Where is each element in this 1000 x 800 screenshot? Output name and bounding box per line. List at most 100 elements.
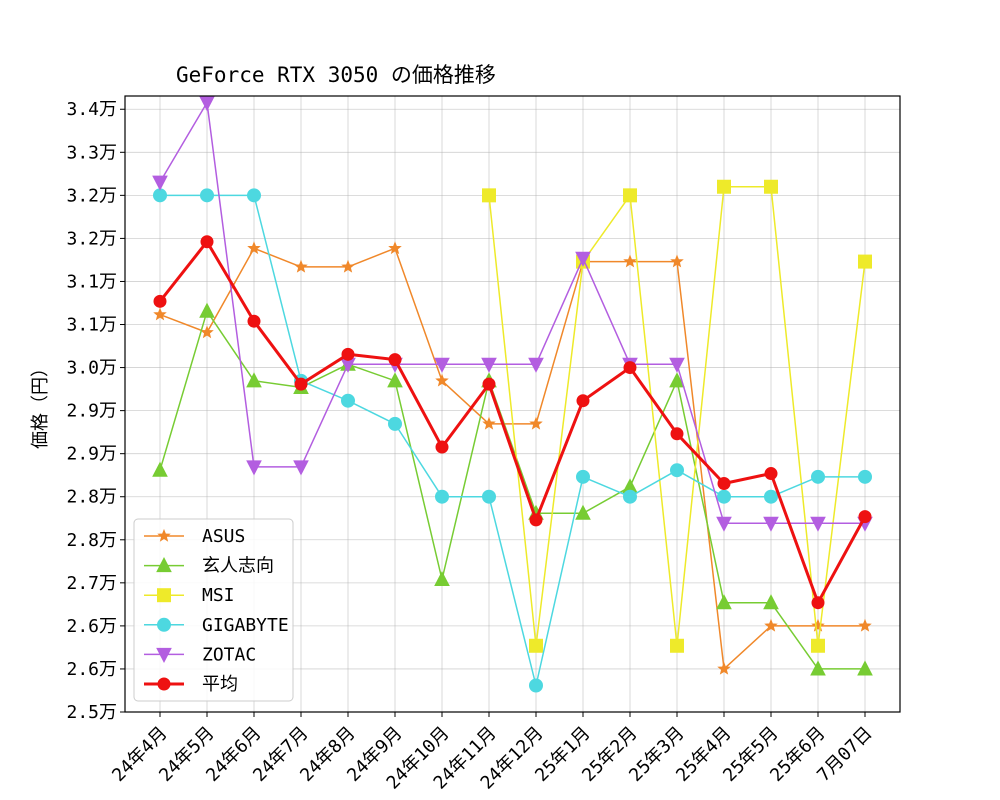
data-point (153, 188, 167, 203)
data-point (153, 307, 167, 321)
y-tick-label: 2.8万 (66, 487, 117, 508)
data-point (341, 393, 355, 408)
data-point (763, 516, 779, 532)
data-point (388, 241, 402, 255)
data-point (434, 570, 450, 587)
y-tick-label: 2.5万 (66, 702, 117, 723)
data-point (529, 416, 543, 430)
legend-box (133, 518, 294, 702)
data-point (858, 254, 872, 269)
y-axis: 2.5万 2.6万 2.6万 2.7万 2.8万 2.8万 2.9万 2.9万 3.0万 3.1万… (66, 99, 125, 723)
data-point (764, 489, 778, 504)
data-point (716, 516, 732, 532)
data-point (764, 618, 778, 632)
legend-entry: ASUS (144, 526, 245, 547)
y-tick-label: 3.1万 (66, 271, 117, 292)
data-point (858, 469, 872, 484)
series-3 (153, 188, 872, 693)
series-5 (153, 235, 872, 610)
data-point (200, 325, 214, 339)
data-point (811, 618, 825, 632)
data-point (293, 460, 309, 476)
legend-marker (156, 557, 172, 573)
legend-marker (157, 677, 171, 691)
data-point (247, 241, 261, 255)
series-2 (482, 179, 872, 653)
data-point (529, 513, 543, 527)
y-tick-label: 3.4万 (66, 99, 117, 120)
data-point (247, 314, 261, 328)
series-layer (152, 96, 873, 693)
data-point (623, 188, 637, 203)
y-tick-label: 3.3万 (66, 142, 117, 163)
series-line (159, 101, 865, 524)
data-point (858, 618, 872, 632)
data-point (669, 372, 685, 388)
chart-title: GeForce RTX 3050 の価格推移 (176, 63, 496, 87)
data-point (200, 235, 214, 249)
y-tick-label: 3.2万 (66, 185, 117, 206)
data-point (576, 469, 590, 484)
data-point (810, 660, 826, 676)
y-tick-label: 3.0万 (66, 358, 117, 379)
series-line (160, 194, 865, 687)
data-point (481, 357, 497, 373)
y-tick-label: 2.9万 (66, 401, 117, 422)
data-point (764, 467, 778, 481)
data-point (482, 377, 496, 391)
y-axis-label: 価格（円） (30, 359, 51, 449)
legend-label: ZOTAC (202, 644, 256, 665)
data-point (763, 594, 779, 610)
data-point (435, 440, 449, 454)
plot-frame (124, 95, 901, 713)
series-line (159, 310, 865, 670)
data-point (576, 394, 590, 408)
data-point (670, 638, 684, 653)
data-point (246, 372, 262, 388)
data-point (717, 476, 731, 490)
legend-marker (156, 647, 172, 663)
data-point (482, 416, 496, 430)
data-point (623, 361, 637, 375)
legend-entry: GIGABYTE (144, 615, 289, 636)
data-point (858, 510, 872, 524)
legend-label: 玄人志向 (202, 556, 274, 577)
data-point (575, 504, 591, 520)
data-point (482, 188, 496, 203)
y-tick-label: 2.9万 (66, 444, 117, 465)
data-point (670, 254, 684, 268)
data-point (764, 179, 778, 194)
data-point (716, 594, 732, 610)
data-point (247, 188, 261, 203)
data-point (811, 596, 825, 610)
legend-entry: 玄人志向 (144, 556, 274, 577)
data-point (529, 638, 543, 653)
y-tick-label: 2.7万 (66, 573, 117, 594)
data-point (341, 347, 355, 361)
data-point (200, 188, 214, 203)
legend-label: MSI (202, 585, 235, 606)
data-point (717, 489, 731, 504)
data-point (857, 660, 873, 676)
data-point (388, 353, 402, 367)
data-point (670, 427, 684, 441)
y-tick-label: 2.6万 (66, 659, 117, 680)
data-point (623, 254, 637, 268)
series-line (158, 240, 867, 605)
data-point (435, 373, 449, 387)
data-point (246, 460, 262, 476)
legend: ASUS 玄人志向 MSI GIGABYTE ZOTAC 平均 (133, 518, 294, 702)
data-point (434, 357, 450, 373)
data-point (575, 251, 591, 267)
y-tick-label: 2.8万 (66, 530, 117, 551)
legend-label: GIGABYTE (202, 615, 289, 636)
legend-marker (157, 528, 171, 542)
data-point (294, 377, 308, 391)
data-point (152, 461, 168, 477)
data-point (811, 469, 825, 484)
legend-label: 平均 (202, 674, 238, 695)
data-point (435, 489, 449, 504)
data-point (482, 489, 496, 504)
data-point (153, 294, 167, 308)
